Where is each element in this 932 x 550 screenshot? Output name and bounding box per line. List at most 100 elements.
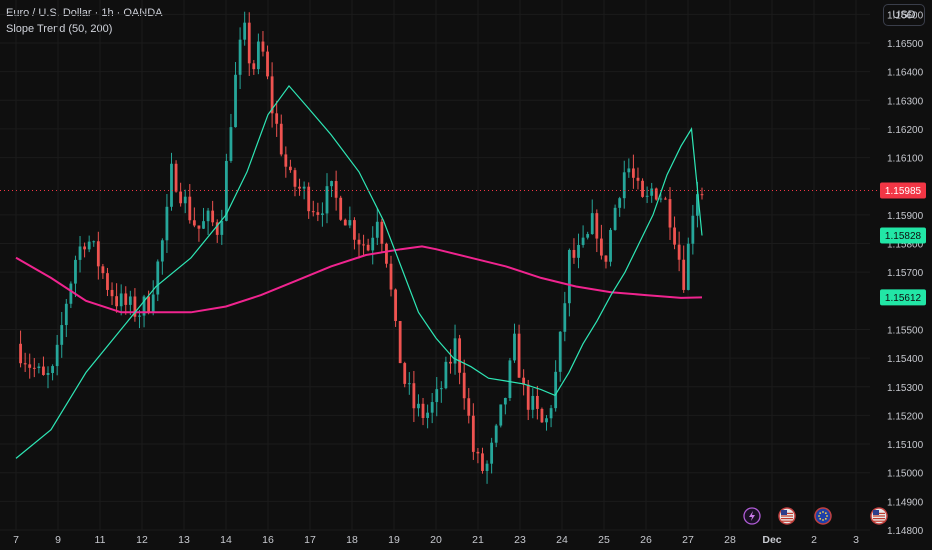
candle-body — [439, 388, 443, 390]
x-tick-label: 13 — [178, 534, 190, 546]
candle-body — [426, 412, 429, 418]
candle-body — [211, 210, 215, 223]
candle-body — [458, 338, 462, 373]
x-tick-label: 28 — [724, 534, 736, 546]
lightning-icon-bolt — [749, 511, 755, 521]
y-tick-label: 1.16500 — [887, 39, 924, 50]
candle-body — [147, 296, 151, 313]
x-tick-label: 27 — [682, 534, 694, 546]
currency-button[interactable]: USD — [883, 4, 925, 26]
candle-body — [170, 163, 173, 207]
candle-body — [577, 244, 580, 258]
candle-body — [92, 241, 96, 243]
candle-body — [19, 343, 22, 364]
candle-body — [494, 425, 498, 443]
x-tick-label: 7 — [13, 534, 19, 546]
candle-body — [128, 296, 132, 305]
candle-body — [266, 51, 269, 77]
eu-icon-star — [822, 519, 824, 521]
candle-body — [64, 303, 68, 326]
candle-body — [471, 415, 475, 452]
eu-icon[interactable] — [814, 507, 832, 525]
candle-body — [275, 113, 279, 124]
candle-body — [46, 373, 50, 375]
candle-body — [202, 221, 205, 229]
candle-body — [549, 408, 553, 419]
candle-body — [613, 207, 617, 230]
slow-trend-line — [15, 245, 703, 314]
candle-body — [453, 338, 457, 364]
candle-body — [357, 239, 361, 245]
candle-body — [165, 206, 169, 241]
candle-body — [481, 453, 484, 471]
candle-body — [334, 181, 338, 198]
indicator-lines — [0, 84, 878, 459]
price-tag-label: 1.15985 — [885, 186, 922, 197]
candle-body — [224, 160, 228, 221]
candle-body — [339, 197, 343, 220]
y-tick-label: 1.16400 — [887, 68, 924, 79]
candle-body — [485, 463, 489, 471]
candle-body — [599, 238, 603, 256]
candle-body — [270, 76, 274, 114]
candle-body — [385, 243, 388, 264]
y-tick-label: 1.15100 — [887, 440, 924, 451]
candle-body — [119, 293, 123, 307]
candle-body — [503, 397, 507, 405]
candle-body — [627, 168, 631, 173]
us-flag-icon[interactable] — [870, 507, 888, 525]
eu-icon-star — [818, 515, 820, 517]
candle-body — [645, 195, 649, 197]
candle-body — [563, 303, 567, 332]
event-icons[interactable] — [743, 507, 888, 525]
y-tick-label: 1.15000 — [887, 469, 924, 480]
candle-body — [37, 366, 41, 369]
us-flag-icon[interactable] — [778, 507, 796, 525]
y-tick-label: 1.15400 — [887, 354, 924, 365]
candle-body — [160, 240, 164, 262]
x-tick-label: 17 — [304, 534, 316, 546]
candle-body — [535, 395, 539, 409]
candle-body — [398, 321, 402, 364]
candle-body — [238, 39, 242, 75]
candle-body — [691, 215, 695, 244]
eu-icon-star — [824, 512, 827, 515]
candle-body — [353, 220, 356, 240]
candle-body — [375, 221, 379, 238]
y-tick-label: 1.15900 — [887, 211, 924, 222]
candle-body — [302, 186, 306, 189]
candle-body — [449, 361, 452, 364]
y-tick-label: 1.16600 — [887, 10, 924, 21]
candle-body — [490, 442, 494, 464]
x-tick-label: 12 — [136, 534, 148, 546]
candle-body — [632, 168, 635, 178]
candle-body — [215, 222, 219, 235]
candle-body — [55, 344, 59, 367]
candle-body — [421, 403, 425, 418]
eu-icon-star — [824, 517, 827, 520]
candle-body — [526, 384, 530, 410]
candle-body — [229, 127, 233, 161]
price-tag-fast-line: 1.15828 — [880, 227, 926, 244]
candle-body — [289, 166, 292, 171]
candle-body — [87, 241, 91, 250]
x-tick-label: 16 — [262, 534, 274, 546]
y-tick-label: 1.14800 — [887, 526, 924, 537]
candle-body — [412, 383, 416, 409]
candle-body — [133, 296, 137, 317]
candle-body — [307, 186, 311, 212]
lightning-icon[interactable] — [743, 507, 761, 525]
candle-body — [540, 408, 544, 423]
candle-body — [677, 244, 681, 260]
candle-body — [69, 283, 73, 304]
candle-body — [664, 198, 667, 200]
y-tick-label: 1.16100 — [887, 154, 924, 165]
candle-body — [673, 227, 676, 245]
candle-body — [156, 261, 160, 295]
candle-body — [609, 229, 612, 262]
price-tag-bg — [880, 227, 926, 244]
candle-body — [636, 177, 640, 181]
candle-body — [78, 246, 82, 260]
candle-body — [641, 180, 644, 197]
